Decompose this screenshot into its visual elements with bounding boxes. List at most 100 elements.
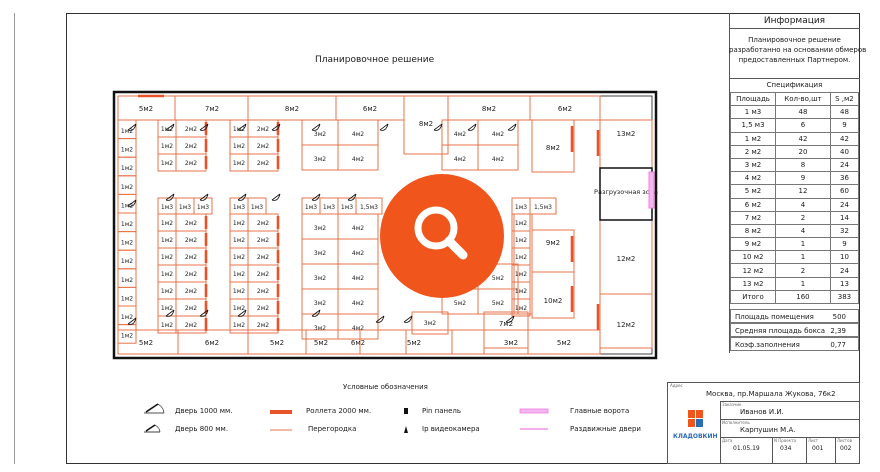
box-label: 1м3 bbox=[323, 204, 335, 211]
box-label: 2м2 bbox=[185, 254, 197, 261]
storage-box bbox=[599, 293, 653, 349]
summary-avg: Средняя площадь бокса 2,39 bbox=[730, 323, 859, 337]
spec-cell: 2 bbox=[775, 210, 831, 225]
spec-cell: 4 bbox=[775, 223, 831, 239]
box-label: 2м2 bbox=[257, 288, 269, 295]
box-label: 2м2 bbox=[257, 126, 269, 133]
spec-row: 3 м2 8 24 bbox=[730, 157, 860, 173]
door-symbol bbox=[127, 317, 137, 325]
spec-row: 1,5 м3 6 9 bbox=[730, 118, 860, 133]
camera-icon bbox=[404, 426, 408, 433]
door-symbol bbox=[433, 123, 443, 131]
door-symbol bbox=[347, 193, 357, 201]
spec-cell: 1 м3 bbox=[730, 105, 776, 120]
box-label: 2м2 bbox=[185, 160, 197, 167]
box-label: 7м2 bbox=[499, 320, 513, 328]
title-block bbox=[667, 382, 860, 464]
legend-door1000: Дверь 1000 мм. bbox=[175, 407, 233, 415]
box-label: 1м2 bbox=[515, 220, 527, 227]
box-label: 5м2 bbox=[139, 339, 153, 347]
floor-plan: 5м2 7м2 8м2 6м2 8м2 6м2 8м2 1м2 1м2 1м2 1м2 1м2 1м2 1… bbox=[112, 90, 658, 360]
box-label: 1м2 bbox=[233, 288, 245, 295]
spec-row: Итого 160 383 bbox=[730, 289, 860, 305]
spec-cell: 1,5 м3 bbox=[730, 118, 776, 133]
box-label: 1м2 bbox=[515, 288, 527, 295]
spec-cell: 9 bbox=[829, 118, 860, 133]
spec-cell: 12 bbox=[775, 184, 831, 199]
box-label: 1м3 bbox=[251, 204, 263, 211]
box-label: 1м3 bbox=[341, 204, 353, 211]
storage-box bbox=[599, 119, 653, 169]
box-label: 1м2 bbox=[161, 254, 173, 261]
box-label: 1м2 bbox=[161, 126, 173, 133]
box-label: 5м2 bbox=[407, 339, 421, 347]
spec-cell: 9 м2 bbox=[730, 237, 776, 252]
zoom-button[interactable] bbox=[380, 174, 504, 298]
box-label: 1м2 bbox=[161, 271, 173, 278]
spec-cell: 1 bbox=[775, 276, 831, 291]
legend-symbols bbox=[144, 403, 549, 433]
box-label: 1м2 bbox=[161, 143, 173, 150]
legend-roller: Роллета 2000 мм. bbox=[306, 407, 372, 415]
spec-cell: 4 м2 bbox=[730, 171, 776, 186]
door-symbol bbox=[237, 309, 247, 317]
sheets-number: 002 bbox=[840, 445, 852, 452]
box-label: 3м2 bbox=[314, 275, 326, 282]
summary-area: Площадь помещения 500 bbox=[730, 309, 859, 323]
box-label: 1м2 bbox=[233, 237, 245, 244]
box-label: 12м2 bbox=[617, 321, 636, 329]
spec-cell: 6 bbox=[775, 118, 831, 133]
unloading-label: Разгрузочная зона bbox=[594, 188, 658, 196]
box-label: 1,5м3 bbox=[534, 204, 552, 211]
summary-value: 2,39 bbox=[830, 327, 846, 335]
box-label: 4м2 bbox=[454, 131, 466, 138]
box-label: 2м2 bbox=[185, 237, 197, 244]
bottom-box bbox=[527, 329, 601, 355]
legend-camera: Ip видеокамера bbox=[422, 425, 480, 433]
spec-cell: 13 bbox=[829, 276, 860, 291]
binding-strip bbox=[14, 13, 67, 464]
spec-row: 12 м2 2 24 bbox=[730, 263, 860, 278]
box-label: 1м2 bbox=[161, 305, 173, 312]
spec-cell: Площадь bbox=[730, 91, 776, 107]
box-label: 3м2 bbox=[424, 320, 436, 327]
spec-cell: 20 bbox=[775, 144, 831, 159]
door-symbol bbox=[199, 309, 209, 317]
storage-box bbox=[531, 119, 575, 173]
legend-title: Условные обозначения bbox=[343, 383, 428, 391]
box-label: 6м2 bbox=[351, 339, 365, 347]
box-label: 1м2 bbox=[233, 305, 245, 312]
box-label: 1м2 bbox=[233, 271, 245, 278]
plan-title: Планировочное решение bbox=[315, 55, 435, 65]
address: Москва, пр.Маршала Жукова, 76к2 bbox=[706, 390, 836, 398]
spec-cell: 1 bbox=[775, 250, 831, 265]
box-label: 6м2 bbox=[558, 105, 572, 113]
box-label: 4м2 bbox=[492, 131, 504, 138]
box-label: 1м2 bbox=[121, 333, 133, 340]
summary-value: 0,77 bbox=[830, 341, 846, 349]
project-label: N Проекта bbox=[774, 438, 796, 443]
summary-label: Площадь помещения bbox=[735, 313, 814, 321]
spec-cell: 6 м2 bbox=[730, 197, 776, 212]
box-label: 2м2 bbox=[257, 237, 269, 244]
info-title: Информация bbox=[763, 16, 826, 26]
door-symbol bbox=[271, 123, 281, 131]
box-label: 1м2 bbox=[161, 322, 173, 329]
box-label: 5м2 bbox=[492, 275, 504, 282]
box-label: 3м2 bbox=[314, 156, 326, 163]
box-label: 2м2 bbox=[185, 322, 197, 329]
spec-cell: 1 bbox=[775, 237, 831, 252]
box-label: 2м2 bbox=[257, 220, 269, 227]
box-label: 1м2 bbox=[161, 220, 173, 227]
summary-label: Средняя площадь бокса bbox=[735, 327, 826, 335]
spec-cell: 42 bbox=[829, 131, 860, 146]
box-label: 5м2 bbox=[454, 300, 466, 307]
box-label: 2м2 bbox=[185, 305, 197, 312]
box-label: 4м2 bbox=[352, 131, 364, 138]
spec-header-row: Площадь Кол-во,шт S ,м2 bbox=[730, 91, 860, 107]
box-label: 2м2 bbox=[185, 143, 197, 150]
date-label: Дата bbox=[722, 438, 733, 443]
spec-cell: 14 bbox=[829, 210, 860, 225]
executor: Карпушин М.А. bbox=[740, 426, 796, 434]
customer: Иванов И.И. bbox=[740, 408, 784, 416]
